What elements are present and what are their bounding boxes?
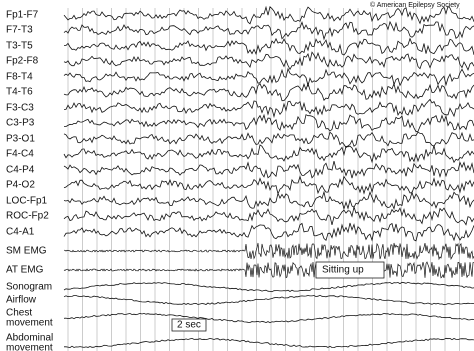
channel-label: Fp2-F8 [6,56,39,67]
trace [63,175,474,196]
channel-label: T3-T5 [6,41,33,52]
channel-label: F8-T4 [6,72,33,83]
event-label: Sitting up [322,265,364,276]
trace [63,20,474,41]
trace [63,261,474,279]
trace [63,312,474,324]
copyright: © American Epilepsy Society [370,1,460,9]
channel-label: P3-O1 [6,134,35,145]
channel-label: SM EMG [6,246,47,257]
trace [63,131,474,149]
channel-label: Sonogram [6,282,52,293]
trace [64,113,474,133]
time-grid [67,8,460,351]
channel-label: C4-P4 [6,165,35,176]
channel-label: movement [6,343,53,351]
scale-box [171,318,207,332]
channel-label: F4-C4 [6,149,34,160]
channel-label: AT EMG [6,265,44,276]
trace [63,67,474,88]
trace [63,5,474,25]
channel-label: P4-O2 [6,180,35,191]
trace [63,205,474,226]
trace [64,337,474,349]
trace [63,190,474,211]
trace [63,161,474,179]
scale-label: 2 sec [177,320,201,331]
channel-label: Chest [6,308,32,319]
traces [63,5,474,349]
channel-label: Abdominal [6,333,53,344]
channel-label: F7-T3 [6,25,33,36]
trace [63,51,474,71]
channel-label: C3-P3 [6,118,35,129]
trace [63,144,474,164]
trace [64,37,474,56]
channel-label: Fp1-F7 [6,10,39,21]
channel-label: T4-T6 [6,87,33,98]
trace [63,294,474,306]
trace [63,222,474,242]
trace [63,242,474,261]
channel-label: F3-C3 [6,103,34,114]
channel-label: LOC-Fp1 [6,196,48,207]
trace [63,281,474,293]
channel-label: C4-A1 [6,227,35,238]
channel-label: movement [6,318,53,329]
channel-label: ROC-Fp2 [6,211,49,222]
trace [63,98,474,119]
channel-labels: Fp1-F7 F7-T3 T3-T5 Fp2-F8 F8-T4 T4-T6 F3-C3 C3-… [6,10,53,351]
trace [63,82,474,102]
channel-label: Airflow [6,295,37,306]
event-box [315,261,385,279]
